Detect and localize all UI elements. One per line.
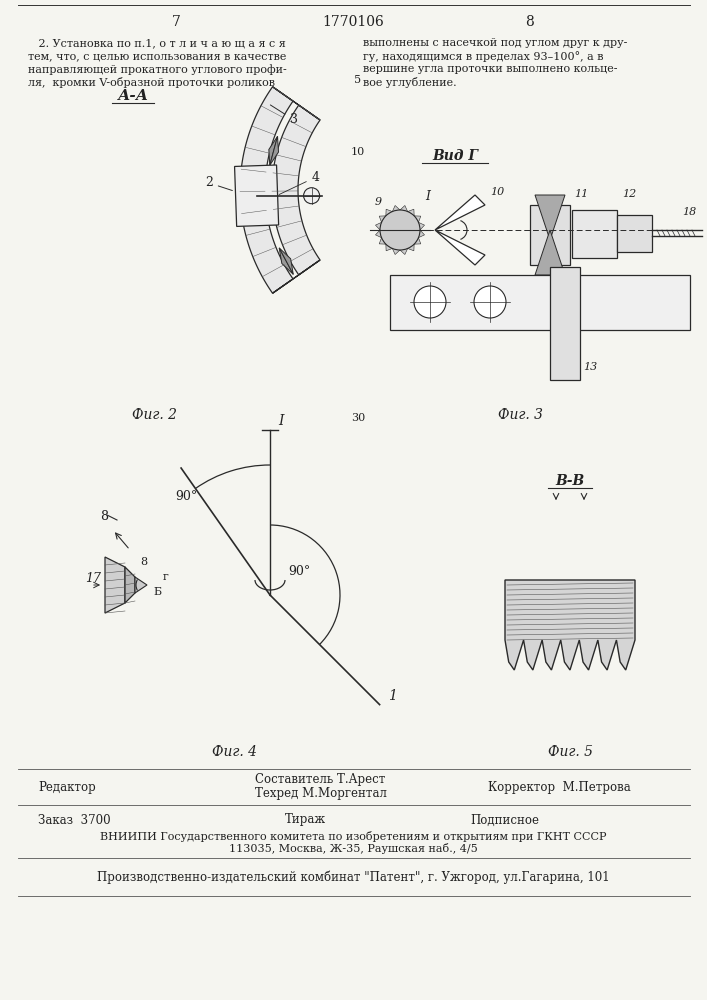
Text: ВНИИПИ Государственного комитета по изобретениям и открытиям при ГКНТ СССР: ВНИИПИ Государственного комитета по изоб… <box>100 830 606 842</box>
Text: выполнены с насечкой под углом друг к дру-: выполнены с насечкой под углом друг к др… <box>363 38 627 48</box>
Polygon shape <box>273 260 320 293</box>
Polygon shape <box>386 209 392 216</box>
Text: Техред М.Моргентал: Техред М.Моргентал <box>255 786 387 800</box>
Text: 90°: 90° <box>288 565 310 578</box>
Text: Фиг. 4: Фиг. 4 <box>213 745 257 759</box>
Polygon shape <box>408 209 414 216</box>
Text: 2: 2 <box>205 176 233 191</box>
Text: 8: 8 <box>140 557 147 567</box>
Polygon shape <box>375 230 382 238</box>
Polygon shape <box>392 205 400 212</box>
Polygon shape <box>435 195 485 230</box>
Circle shape <box>303 188 320 204</box>
Polygon shape <box>535 230 565 275</box>
Text: 30: 30 <box>351 413 365 423</box>
Text: вое углубление.: вое углубление. <box>363 77 457 88</box>
Polygon shape <box>505 580 635 670</box>
Polygon shape <box>279 248 293 274</box>
Text: ля,  кромки V-образной проточки роликов: ля, кромки V-образной проточки роликов <box>28 77 275 88</box>
Text: 12: 12 <box>622 189 636 199</box>
Polygon shape <box>535 195 565 240</box>
Text: 10: 10 <box>490 187 504 197</box>
Bar <box>572 210 617 258</box>
Text: 7: 7 <box>172 15 180 29</box>
Polygon shape <box>264 188 270 218</box>
Text: 8: 8 <box>100 510 108 523</box>
Polygon shape <box>419 230 424 238</box>
Text: 3: 3 <box>270 105 298 126</box>
Text: вершине угла проточки выполнено кольце-: вершине угла проточки выполнено кольце- <box>363 64 617 74</box>
Text: Подписное: Подписное <box>470 814 539 826</box>
Text: Производственно-издательский комбинат "Патент", г. Ужгород, ул.Гагарина, 101: Производственно-издательский комбинат "П… <box>97 870 609 884</box>
Text: Редактор: Редактор <box>38 780 95 794</box>
Bar <box>617 215 652 252</box>
Text: тем, что, с целью использования в качестве: тем, что, с целью использования в качест… <box>28 51 286 61</box>
Polygon shape <box>408 244 414 251</box>
Text: I: I <box>278 414 284 428</box>
Polygon shape <box>279 248 293 274</box>
Circle shape <box>380 210 420 250</box>
Bar <box>235 165 279 226</box>
Polygon shape <box>379 216 386 222</box>
Text: Составитель Т.Арест: Составитель Т.Арест <box>255 772 385 786</box>
Text: 113035, Москва, Ж-35, Раушская наб., 4/5: 113035, Москва, Ж-35, Раушская наб., 4/5 <box>228 842 477 854</box>
Text: Фиг. 2: Фиг. 2 <box>132 408 177 422</box>
Text: 5: 5 <box>354 75 361 85</box>
Text: Б: Б <box>153 587 161 597</box>
Text: 2. Установка по п.1, о т л и ч а ю щ а я с я: 2. Установка по п.1, о т л и ч а ю щ а я… <box>28 38 286 48</box>
Text: 18: 18 <box>682 207 696 217</box>
Text: А-А: А-А <box>117 89 148 103</box>
Polygon shape <box>379 238 386 244</box>
Polygon shape <box>414 238 421 244</box>
Polygon shape <box>375 222 382 230</box>
Text: Тираж: Тираж <box>285 814 326 826</box>
Polygon shape <box>272 105 320 275</box>
Circle shape <box>474 286 506 318</box>
Polygon shape <box>273 87 320 120</box>
Text: 90°: 90° <box>175 490 197 503</box>
Polygon shape <box>414 216 421 222</box>
Bar <box>530 205 570 265</box>
Text: г: г <box>163 572 169 582</box>
Polygon shape <box>125 567 135 603</box>
Text: Фиг. 5: Фиг. 5 <box>547 745 592 759</box>
Polygon shape <box>270 136 279 165</box>
Text: 11: 11 <box>574 189 588 199</box>
Polygon shape <box>400 248 408 255</box>
Bar <box>390 275 690 330</box>
Polygon shape <box>435 230 485 265</box>
Polygon shape <box>419 222 424 230</box>
Text: Корректор  М.Петрова: Корректор М.Петрова <box>488 780 631 794</box>
Text: 4: 4 <box>279 171 320 195</box>
Polygon shape <box>105 557 125 613</box>
Text: I: I <box>425 190 430 203</box>
Polygon shape <box>268 188 274 218</box>
Circle shape <box>414 286 446 318</box>
Text: Вид Г: Вид Г <box>432 149 478 163</box>
Text: 10: 10 <box>351 147 365 157</box>
Text: гу, находящимся в пределах 93–100°, а в: гу, находящимся в пределах 93–100°, а в <box>363 51 604 62</box>
Polygon shape <box>392 248 400 255</box>
Text: направляющей прокатного углового профи-: направляющей прокатного углового профи- <box>28 64 287 75</box>
Polygon shape <box>386 244 392 251</box>
Polygon shape <box>240 87 293 293</box>
Polygon shape <box>400 205 408 212</box>
Text: 1770106: 1770106 <box>322 15 384 29</box>
Text: 13: 13 <box>583 362 597 372</box>
Text: 9: 9 <box>375 197 382 207</box>
Text: Фиг. 3: Фиг. 3 <box>498 408 542 422</box>
Bar <box>550 267 580 380</box>
Text: 17: 17 <box>85 572 101 585</box>
Text: Заказ  3700: Заказ 3700 <box>38 814 110 826</box>
Text: 1: 1 <box>387 689 397 703</box>
Polygon shape <box>269 136 278 165</box>
Text: В-В: В-В <box>556 474 585 488</box>
Polygon shape <box>135 577 147 593</box>
Text: 8: 8 <box>525 15 534 29</box>
